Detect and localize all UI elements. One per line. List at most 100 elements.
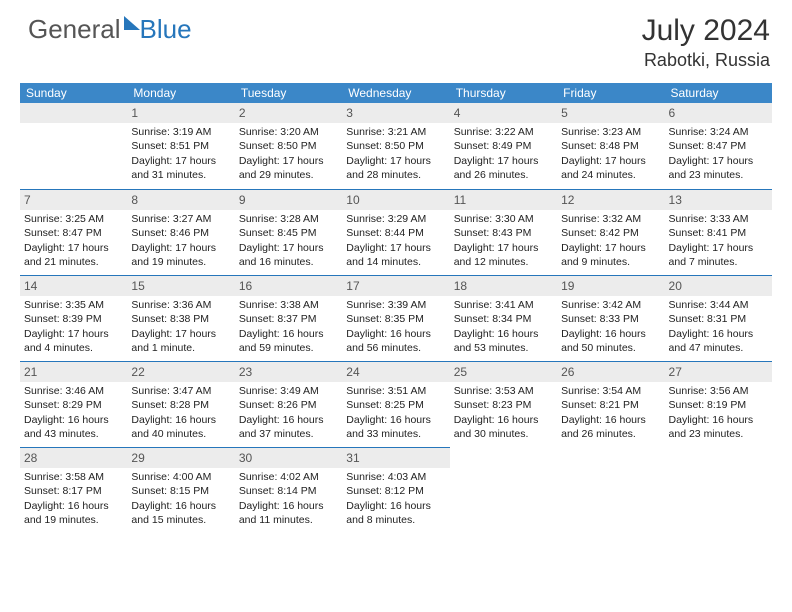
daylight-text: Daylight: 16 hours [454, 327, 553, 341]
sunset-text: Sunset: 8:38 PM [131, 312, 230, 326]
day-cell: 26 Sunrise: 3:54 AMSunset: 8:21 PMDayligh… [557, 361, 664, 447]
sunset-text: Sunset: 8:28 PM [131, 398, 230, 412]
sunrise-text: Sunrise: 3:27 AM [131, 212, 230, 226]
sunrise-text: Sunrise: 4:02 AM [239, 470, 338, 484]
daylight-text: and 37 minutes. [239, 427, 338, 441]
day-number: 19 [557, 275, 664, 296]
daylight-text: Daylight: 17 hours [669, 154, 768, 168]
week-row: 1Sunrise: 3:19 AMSunset: 8:51 PMDaylight… [20, 103, 772, 189]
sunrise-text: Sunrise: 3:58 AM [24, 470, 123, 484]
day-number: 27 [665, 361, 772, 382]
day-cell [665, 447, 772, 533]
day-number: 26 [557, 361, 664, 382]
daylight-text: and 15 minutes. [131, 513, 230, 527]
header: General Blue July 2024 Rabotki, Russia [0, 0, 792, 79]
day-cell: 20Sunrise: 3:44 AMSunset: 8:31 PMDayligh… [665, 275, 772, 361]
sunrise-text: Sunrise: 3:25 AM [24, 212, 123, 226]
daylight-text: Daylight: 16 hours [131, 499, 230, 513]
sunrise-text: Sunrise: 3:56 AM [669, 384, 768, 398]
sunrise-text: Sunrise: 3:38 AM [239, 298, 338, 312]
week-row: 21Sunrise: 3:46 AMSunset: 8:29 PMDayligh… [20, 361, 772, 447]
sunset-text: Sunset: 8:49 PM [454, 139, 553, 153]
sunrise-text: Sunrise: 4:00 AM [131, 470, 230, 484]
sunset-text: Sunset: 8:17 PM [24, 484, 123, 498]
daylight-text: and 8 minutes. [346, 513, 445, 527]
day-cell: 25Sunrise: 3:53 AMSunset: 8:23 PMDayligh… [450, 361, 557, 447]
logo-text-general: General [28, 14, 121, 45]
sunset-text: Sunset: 8:45 PM [239, 226, 338, 240]
day-cell [20, 103, 127, 189]
sunset-text: Sunset: 8:41 PM [669, 226, 768, 240]
sunset-text: Sunset: 8:29 PM [24, 398, 123, 412]
day-number: 18 [450, 275, 557, 296]
sunset-text: Sunset: 8:14 PM [239, 484, 338, 498]
day-number: 4 [450, 103, 557, 123]
day-number-empty [20, 103, 127, 123]
day-cell: 3Sunrise: 3:21 AMSunset: 8:50 PMDaylight… [342, 103, 449, 189]
daylight-text: and 16 minutes. [239, 255, 338, 269]
logo-text-blue: Blue [140, 14, 192, 45]
day-cell: 23Sunrise: 3:49 AMSunset: 8:26 PMDayligh… [235, 361, 342, 447]
day-cell: 29Sunrise: 4:00 AMSunset: 8:15 PMDayligh… [127, 447, 234, 533]
day-cell [557, 447, 664, 533]
daylight-text: and 9 minutes. [561, 255, 660, 269]
day-number: 13 [665, 189, 772, 210]
sunrise-text: Sunrise: 3:29 AM [346, 212, 445, 226]
daylight-text: and 1 minute. [131, 341, 230, 355]
sunset-text: Sunset: 8:23 PM [454, 398, 553, 412]
sunset-text: Sunset: 8:21 PM [561, 398, 660, 412]
day-number: 23 [235, 361, 342, 382]
sunset-text: Sunset: 8:12 PM [346, 484, 445, 498]
sunset-text: Sunset: 8:25 PM [346, 398, 445, 412]
day-number: 12 [557, 189, 664, 210]
daylight-text: and 47 minutes. [669, 341, 768, 355]
daylight-text: and 4 minutes. [24, 341, 123, 355]
day-cell: 14Sunrise: 3:35 AMSunset: 8:39 PMDayligh… [20, 275, 127, 361]
month-title: July 2024 [642, 14, 770, 48]
sunrise-text: Sunrise: 3:21 AM [346, 125, 445, 139]
daylight-text: Daylight: 17 hours [131, 154, 230, 168]
sunset-text: Sunset: 8:39 PM [24, 312, 123, 326]
sunrise-text: Sunrise: 3:51 AM [346, 384, 445, 398]
day-number: 16 [235, 275, 342, 296]
sunrise-text: Sunrise: 3:32 AM [561, 212, 660, 226]
calendar: Sunday Monday Tuesday Wednesday Thursday… [20, 83, 772, 533]
title-block: July 2024 Rabotki, Russia [642, 14, 770, 71]
day-cell: 5Sunrise: 3:23 AMSunset: 8:48 PMDaylight… [557, 103, 664, 189]
daylight-text: Daylight: 17 hours [346, 154, 445, 168]
sunset-text: Sunset: 8:34 PM [454, 312, 553, 326]
day-cell: 15Sunrise: 3:36 AMSunset: 8:38 PMDayligh… [127, 275, 234, 361]
sunrise-text: Sunrise: 3:39 AM [346, 298, 445, 312]
daylight-text: Daylight: 16 hours [24, 413, 123, 427]
day-cell: 8Sunrise: 3:27 AMSunset: 8:46 PMDaylight… [127, 189, 234, 275]
daylight-text: and 19 minutes. [24, 513, 123, 527]
day-cell: 11Sunrise: 3:30 AMSunset: 8:43 PMDayligh… [450, 189, 557, 275]
sunset-text: Sunset: 8:31 PM [669, 312, 768, 326]
daylight-text: and 14 minutes. [346, 255, 445, 269]
sunrise-text: Sunrise: 3:54 AM [561, 384, 660, 398]
sunset-text: Sunset: 8:43 PM [454, 226, 553, 240]
day-number: 14 [20, 275, 127, 296]
sunrise-text: Sunrise: 3:44 AM [669, 298, 768, 312]
day-cell: 19Sunrise: 3:42 AMSunset: 8:33 PMDayligh… [557, 275, 664, 361]
weeks-container: 1Sunrise: 3:19 AMSunset: 8:51 PMDaylight… [20, 103, 772, 533]
sunrise-text: Sunrise: 3:47 AM [131, 384, 230, 398]
day-cell: 31Sunrise: 4:03 AMSunset: 8:12 PMDayligh… [342, 447, 449, 533]
daylight-text: Daylight: 17 hours [561, 241, 660, 255]
day-number: 6 [665, 103, 772, 123]
daylight-text: Daylight: 17 hours [454, 154, 553, 168]
daylight-text: Daylight: 16 hours [346, 413, 445, 427]
sunset-text: Sunset: 8:48 PM [561, 139, 660, 153]
daylight-text: and 19 minutes. [131, 255, 230, 269]
dayname-fri: Friday [557, 83, 664, 103]
sunset-text: Sunset: 8:33 PM [561, 312, 660, 326]
daylight-text: Daylight: 17 hours [669, 241, 768, 255]
week-row: 28Sunrise: 3:58 AMSunset: 8:17 PMDayligh… [20, 447, 772, 533]
daylight-text: and 53 minutes. [454, 341, 553, 355]
day-number: 25 [450, 361, 557, 382]
day-cell: 22Sunrise: 3:47 AMSunset: 8:28 PMDayligh… [127, 361, 234, 447]
daylight-text: Daylight: 16 hours [561, 413, 660, 427]
sunrise-text: Sunrise: 3:20 AM [239, 125, 338, 139]
daylight-text: and 23 minutes. [669, 168, 768, 182]
daylight-text: and 28 minutes. [346, 168, 445, 182]
